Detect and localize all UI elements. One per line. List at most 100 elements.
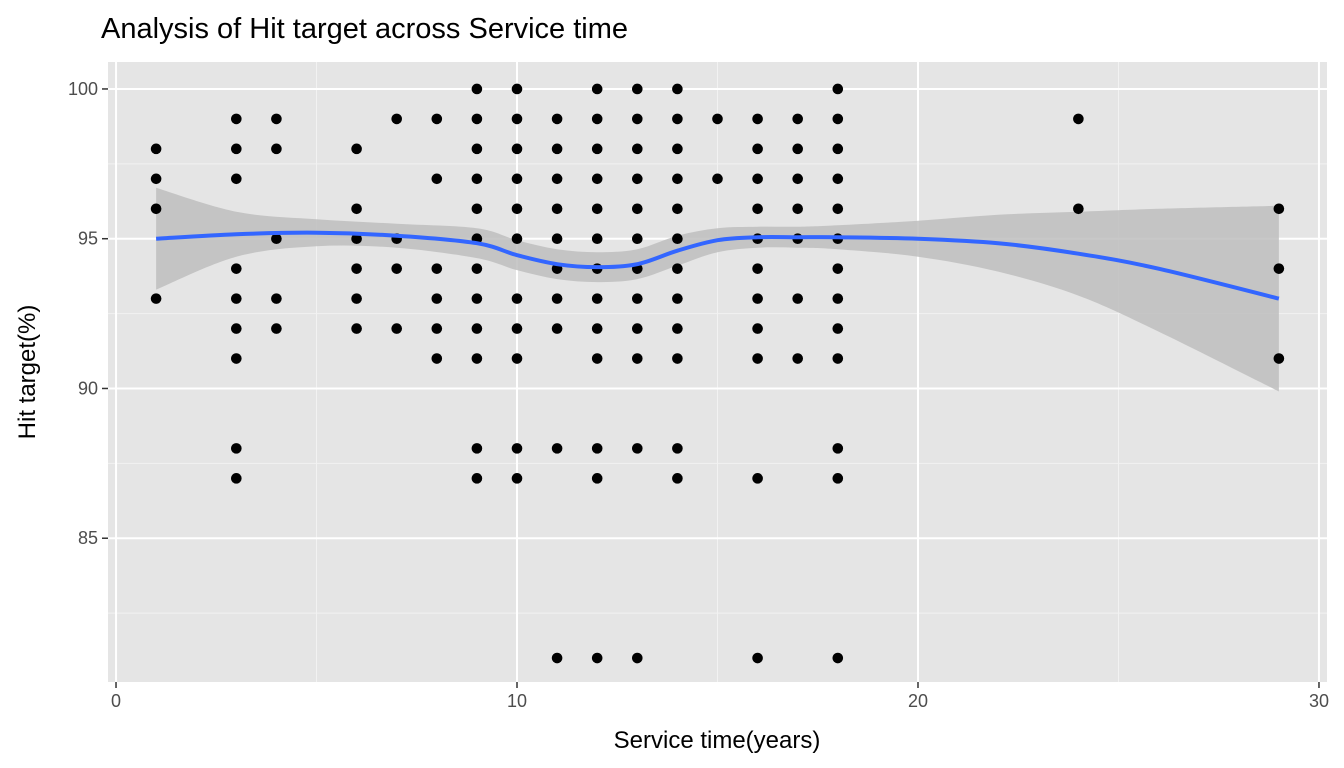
data-point: [231, 353, 242, 364]
data-point: [391, 323, 403, 334]
data-point: [471, 323, 483, 334]
x-axis-title: Service time(years): [614, 727, 821, 754]
data-point: [471, 263, 483, 274]
data-point: [752, 353, 763, 364]
data-point: [672, 233, 683, 245]
data-point: [832, 263, 844, 274]
data-point: [551, 113, 563, 125]
data-point: [351, 293, 362, 304]
data-point: [632, 323, 643, 334]
data-point: [672, 263, 683, 274]
data-point: [231, 173, 242, 185]
data-point: [632, 652, 643, 664]
data-point: [1273, 203, 1285, 215]
data-point: [1273, 263, 1285, 274]
data-point: [832, 143, 844, 155]
data-point: [511, 203, 523, 215]
data-point: [231, 113, 242, 125]
data-point: [551, 443, 563, 454]
data-point: [752, 293, 763, 304]
data-point: [752, 652, 763, 664]
data-point: [672, 83, 683, 95]
data-point: [632, 173, 643, 185]
data-point: [752, 143, 763, 155]
data-point: [591, 173, 603, 185]
data-point: [1073, 203, 1084, 215]
data-point: [271, 143, 282, 155]
smooth-line: [156, 230, 1280, 301]
data-point: [832, 173, 844, 185]
data-point: [672, 323, 683, 334]
x-tick-label: 20: [908, 691, 928, 711]
data-point: [591, 293, 603, 304]
data-point: [832, 323, 844, 334]
data-point: [672, 203, 683, 215]
data-point: [150, 143, 162, 155]
data-point: [832, 293, 844, 304]
data-point: [551, 323, 563, 334]
data-point: [431, 353, 443, 364]
data-point: [832, 473, 844, 484]
data-point: [231, 473, 242, 484]
data-point: [792, 203, 803, 215]
data-point: [471, 83, 483, 95]
data-point: [632, 83, 643, 95]
data-point: [351, 323, 362, 334]
data-point: [511, 323, 523, 334]
data-point: [150, 293, 162, 304]
data-point: [551, 293, 563, 304]
data-point: [832, 203, 844, 215]
data-point: [351, 143, 362, 155]
data-point: [231, 143, 242, 155]
data-point: [511, 83, 523, 95]
data-point: [752, 173, 763, 185]
data-point: [672, 353, 683, 364]
data-point: [632, 113, 643, 125]
data-point: [431, 293, 443, 304]
y-tick-label: 90: [78, 378, 98, 398]
data-point: [271, 293, 282, 304]
data-point: [591, 113, 603, 125]
data-point: [471, 143, 483, 155]
data-point: [832, 83, 844, 95]
data-point: [832, 113, 844, 125]
data-point: [271, 233, 282, 245]
data-point: [511, 473, 523, 484]
data-point: [832, 652, 844, 664]
data-point: [632, 353, 643, 364]
x-tick-label: 10: [507, 691, 527, 711]
data-point: [511, 293, 523, 304]
data-point: [511, 233, 523, 245]
data-point: [632, 233, 643, 245]
data-point: [351, 203, 362, 215]
data-point: [752, 473, 763, 484]
y-tick-label: 100: [68, 79, 98, 99]
data-point: [471, 203, 483, 215]
data-point: [1273, 353, 1285, 364]
data-point: [792, 143, 803, 155]
data-point: [632, 203, 643, 215]
data-point: [792, 173, 803, 185]
y-axis-title: Hit target(%): [14, 305, 41, 440]
data-point: [672, 293, 683, 304]
data-point: [271, 113, 282, 125]
data-point: [231, 323, 242, 334]
data-point: [391, 113, 403, 125]
data-point: [511, 113, 523, 125]
data-point: [431, 173, 443, 185]
data-point: [471, 473, 483, 484]
data-point: [752, 203, 763, 215]
data-point: [591, 353, 603, 364]
data-point: [632, 293, 643, 304]
data-point: [551, 173, 563, 185]
data-point: [591, 83, 603, 95]
y-axis: 85 90 95 100: [68, 79, 108, 548]
data-point: [391, 263, 403, 274]
chart-title: Analysis of Hit target across Service ti…: [101, 13, 628, 45]
data-point: [551, 143, 563, 155]
data-point: [431, 263, 443, 274]
data-point: [231, 293, 242, 304]
data-point: [752, 113, 763, 125]
data-point: [672, 443, 683, 454]
data-point: [150, 203, 162, 215]
